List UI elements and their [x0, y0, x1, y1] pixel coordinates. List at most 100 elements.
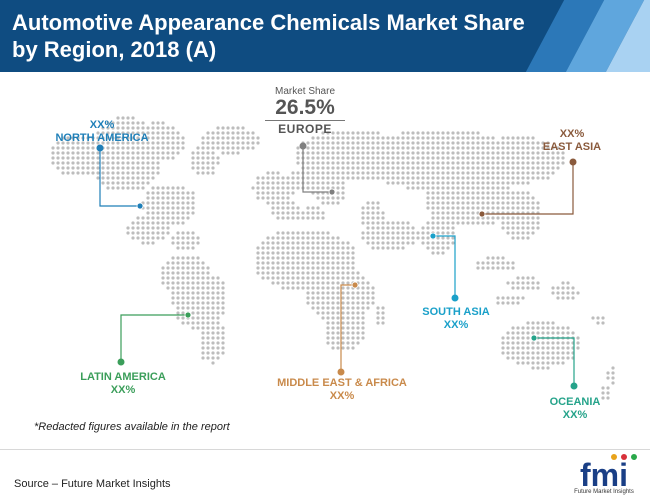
map-dot: [306, 161, 310, 165]
map-dot: [306, 211, 310, 215]
map-dot: [436, 221, 440, 225]
map-dot: [326, 176, 330, 180]
map-dot: [356, 311, 360, 315]
map-dot: [341, 266, 345, 270]
map-dot: [156, 136, 160, 140]
map-dot: [186, 296, 190, 300]
map-dot: [306, 231, 310, 235]
map-dot: [341, 316, 345, 320]
map-dot: [536, 171, 540, 175]
map-dot: [466, 176, 470, 180]
map-dot: [81, 156, 85, 160]
map-dot: [306, 146, 310, 150]
map-dot: [331, 321, 335, 325]
map-dot: [316, 291, 320, 295]
map-dot: [161, 186, 165, 190]
map-dot: [191, 241, 195, 245]
map-dot: [431, 136, 435, 140]
map-dot: [331, 181, 335, 185]
map-dot: [501, 351, 505, 355]
map-dot: [91, 156, 95, 160]
map-dot: [171, 256, 175, 260]
map-dot: [121, 186, 125, 190]
map-dot: [81, 166, 85, 170]
map-dot: [266, 256, 270, 260]
map-dot: [441, 246, 445, 250]
map-dot: [536, 331, 540, 335]
map-dot: [321, 231, 325, 235]
map-dot: [221, 151, 225, 155]
map-dot: [206, 166, 210, 170]
map-dot: [176, 291, 180, 295]
map-dot: [311, 136, 315, 140]
map-dot: [331, 251, 335, 255]
map-dot: [106, 146, 110, 150]
map-dot: [261, 271, 265, 275]
map-dot: [606, 371, 610, 375]
map-dot: [486, 161, 490, 165]
map-dot: [351, 311, 355, 315]
map-dot: [416, 181, 420, 185]
middle-east-africa-name: MIDDLE EAST & AFRICA: [277, 377, 407, 389]
map-dot: [186, 206, 190, 210]
map-dot: [516, 191, 520, 195]
map-dot: [191, 156, 195, 160]
map-dot: [76, 166, 80, 170]
map-dot: [341, 251, 345, 255]
map-dot: [381, 236, 385, 240]
map-dot: [546, 326, 550, 330]
map-dot: [316, 171, 320, 175]
map-dot: [171, 211, 175, 215]
oceania-label: OCEANIA XX%: [540, 396, 610, 422]
map-dot: [536, 201, 540, 205]
map-dot: [486, 216, 490, 220]
map-dot: [176, 186, 180, 190]
map-dot: [331, 271, 335, 275]
east-asia-value: XX%: [559, 128, 585, 140]
map-dot: [286, 181, 290, 185]
map-dot: [286, 196, 290, 200]
map-dot: [196, 286, 200, 290]
map-dot: [561, 356, 565, 360]
map-dot: [321, 271, 325, 275]
map-dot: [521, 146, 525, 150]
latin-america-name: LATIN AMERICA: [80, 371, 166, 383]
map-dot: [266, 176, 270, 180]
map-dot: [311, 296, 315, 300]
map-dot: [116, 166, 120, 170]
map-dot: [431, 181, 435, 185]
map-dot: [166, 281, 170, 285]
map-dot: [446, 131, 450, 135]
map-dot: [236, 141, 240, 145]
map-dot: [546, 141, 550, 145]
map-dot: [526, 231, 530, 235]
map-dot: [291, 286, 295, 290]
map-dot: [161, 266, 165, 270]
map-dot: [326, 141, 330, 145]
map-dot: [481, 141, 485, 145]
map-dot: [346, 311, 350, 315]
map-dot: [461, 156, 465, 160]
map-dot: [126, 226, 130, 230]
map-dot: [561, 161, 565, 165]
map-dot: [551, 166, 555, 170]
map-dot: [416, 151, 420, 155]
map-dot: [341, 246, 345, 250]
map-dot: [121, 146, 125, 150]
map-dot: [461, 176, 465, 180]
map-dot: [181, 301, 185, 305]
map-dot: [521, 286, 525, 290]
map-dot: [386, 241, 390, 245]
map-dot: [566, 291, 570, 295]
middle-east-africa-leader-line: [340, 284, 355, 372]
map-dot: [501, 346, 505, 350]
map-dot: [366, 171, 370, 175]
map-dot: [206, 306, 210, 310]
map-dot: [426, 181, 430, 185]
map-dot: [526, 286, 530, 290]
map-dot: [91, 141, 95, 145]
map-dot: [186, 276, 190, 280]
map-dot: [521, 206, 525, 210]
map-dot: [161, 236, 165, 240]
map-dot: [376, 246, 380, 250]
